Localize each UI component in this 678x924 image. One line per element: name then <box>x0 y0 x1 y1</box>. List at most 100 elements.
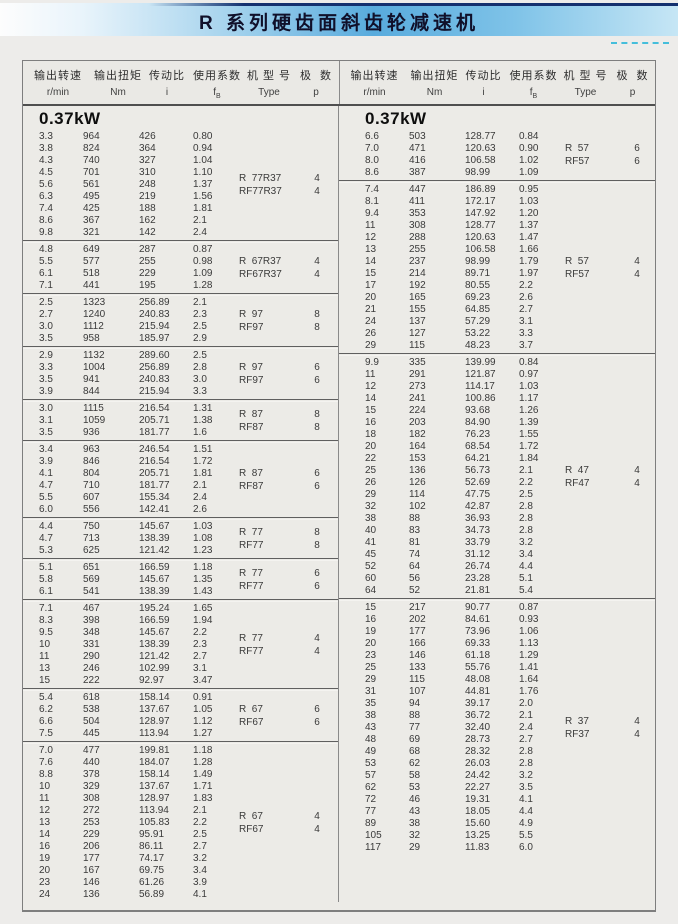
cell-ratio: 68.54 <box>465 441 491 452</box>
cell-ratio: 22.27 <box>465 782 491 793</box>
cell-output-torque: 1115 <box>83 403 104 414</box>
cell-output-torque: 348 <box>83 627 100 638</box>
cell-output-speed: 16 <box>365 614 377 625</box>
cell-output-torque: 133 <box>409 662 426 673</box>
cell-output-speed: 3.1 <box>39 415 53 426</box>
model-type-line: RF67 4 <box>239 823 337 836</box>
header-right-half: 输出转速 r/min 输出扭矩 Nm 传动比 i 使用系数 fB 机 型 号 <box>340 61 656 104</box>
cell-output-speed: 9.5 <box>39 627 53 638</box>
cell-service-factor: 2.8 <box>519 501 533 512</box>
cell-output-torque: 222 <box>83 675 100 686</box>
cell-output-speed: 6.0 <box>39 504 53 515</box>
model-type-area: R 37 4 RF37 4 <box>565 601 655 855</box>
cell-output-torque: 255 <box>409 244 426 255</box>
cell-output-torque: 367 <box>83 215 100 226</box>
table-row: 38 88 36.72 2.1 <box>349 710 565 722</box>
cell-output-speed: 60 <box>365 573 377 584</box>
cell-output-speed: 5.8 <box>39 574 53 585</box>
cell-output-speed: 5.3 <box>39 545 53 556</box>
model-type: R 77R37 <box>239 173 282 184</box>
cell-output-torque: 846 <box>83 456 100 467</box>
cell-output-speed: 8.0 <box>365 155 379 166</box>
cell-ratio: 172.17 <box>465 196 496 207</box>
cell-output-torque: 1132 <box>83 350 105 361</box>
cell-ratio: 289.60 <box>139 350 170 361</box>
cell-service-factor: 2.1 <box>193 215 207 226</box>
cell-service-factor: 1.12 <box>193 716 213 727</box>
table-row: 8.0 416 106.58 1.02 <box>349 155 565 167</box>
cell-output-speed: 43 <box>365 722 377 733</box>
cell-service-factor: 2.4 <box>193 492 207 503</box>
cell-ratio: 145.67 <box>139 521 170 532</box>
table-row: 3.5 941 240.83 3.0 <box>23 374 239 386</box>
model-type-line: R 77R37 4 <box>239 172 337 185</box>
model-type-area: R 77 6 RF77 6 <box>239 561 337 599</box>
table-left-half: 0.37kW 3.3 964 426 0.80 3.8 824 364 0.94 4.3 740 32… <box>23 106 339 902</box>
block-separator <box>23 558 338 561</box>
power-rating-label: 0.37kW <box>39 109 101 128</box>
cell-service-factor: 2.9 <box>193 333 207 344</box>
spec-block: 3.4 963 246.54 1.51 3.9 846 216.54 1.72 4.1 804 20… <box>23 443 338 517</box>
cell-output-torque: 710 <box>83 480 100 491</box>
cell-service-factor: 1.66 <box>519 244 539 255</box>
cell-output-torque: 68 <box>409 746 421 757</box>
cell-service-factor: 2.6 <box>193 504 207 515</box>
power-rating-label: 0.37kW <box>365 109 427 128</box>
model-type: R 67 <box>239 704 263 715</box>
cell-service-factor: 3.4 <box>519 549 533 560</box>
cell-ratio: 48.08 <box>465 674 491 685</box>
table-header: 输出转速 r/min 输出扭矩 Nm 传动比 i 使用系数 fB 机 型 号 <box>23 61 655 106</box>
cell-service-factor: 1.41 <box>519 662 539 673</box>
cell-output-torque: 561 <box>83 179 100 190</box>
cell-ratio: 215.94 <box>139 321 170 332</box>
table-row: 3.5 936 181.77 1.6 <box>23 427 239 439</box>
cell-output-speed: 3.5 <box>39 374 53 385</box>
table-row: 8.1 411 172.17 1.03 <box>349 196 565 208</box>
model-type-line: RF97 6 <box>239 374 337 387</box>
cell-output-torque: 308 <box>83 793 100 804</box>
cell-output-speed: 35 <box>365 698 377 709</box>
spec-block: 7.1 467 195.24 1.65 8.3 398 166.59 1.94 9.5 348 14… <box>23 602 338 688</box>
table-row: 3.3 964 426 0.80 <box>23 131 239 143</box>
cell-output-speed: 29 <box>365 674 377 685</box>
table-row: 17 192 80.55 2.2 <box>349 280 565 292</box>
cell-service-factor: 1.64 <box>519 674 539 685</box>
model-type-area: R 57 6 RF57 6 <box>565 130 655 180</box>
cell-service-factor: 1.29 <box>519 650 539 661</box>
table-row: 3.0 1112 215.94 2.5 <box>23 321 239 333</box>
table-row: 23 146 61.26 3.9 <box>23 877 239 889</box>
cell-ratio: 240.83 <box>139 309 170 320</box>
table-row: 89 38 15.60 4.9 <box>349 818 565 830</box>
cell-ratio: 155.34 <box>139 492 170 503</box>
cell-service-factor: 5.4 <box>519 585 533 596</box>
cell-output-speed: 17 <box>365 280 377 291</box>
cell-output-torque: 217 <box>409 602 426 613</box>
cell-ratio: 327 <box>139 155 156 166</box>
cell-ratio: 53.22 <box>465 328 491 339</box>
cell-output-torque: 83 <box>409 525 421 536</box>
model-type: R 77 <box>239 568 263 579</box>
cell-output-torque: 321 <box>83 227 100 238</box>
model-type-line: RF97 8 <box>239 321 337 334</box>
cell-output-torque: 64 <box>409 561 421 572</box>
cell-ratio: 36.93 <box>465 513 491 524</box>
cell-ratio: 61.26 <box>139 877 165 888</box>
cell-output-torque: 146 <box>83 877 100 888</box>
cell-output-speed: 23 <box>39 877 51 888</box>
cell-service-factor: 0.95 <box>519 184 539 195</box>
table-row: 9.9 335 139.99 0.84 <box>349 357 565 369</box>
cell-output-speed: 3.8 <box>39 143 53 154</box>
table-row: 43 77 32.40 2.4 <box>349 722 565 734</box>
cell-ratio: 145.67 <box>139 627 170 638</box>
block-separator <box>23 346 338 349</box>
cell-service-factor: 2.2 <box>193 627 207 638</box>
table-row: 3.0 1115 216.54 1.31 <box>23 403 239 415</box>
cell-service-factor: 0.87 <box>519 602 539 613</box>
table-row: 117 29 11.83 6.0 <box>349 842 565 854</box>
cell-service-factor: 1.84 <box>519 453 539 464</box>
cell-output-speed: 5.4 <box>39 692 53 703</box>
cell-service-factor: 1.28 <box>193 757 213 768</box>
cell-ratio: 199.81 <box>139 745 170 756</box>
cell-output-torque: 202 <box>409 614 426 625</box>
cell-output-speed: 12 <box>39 805 51 816</box>
